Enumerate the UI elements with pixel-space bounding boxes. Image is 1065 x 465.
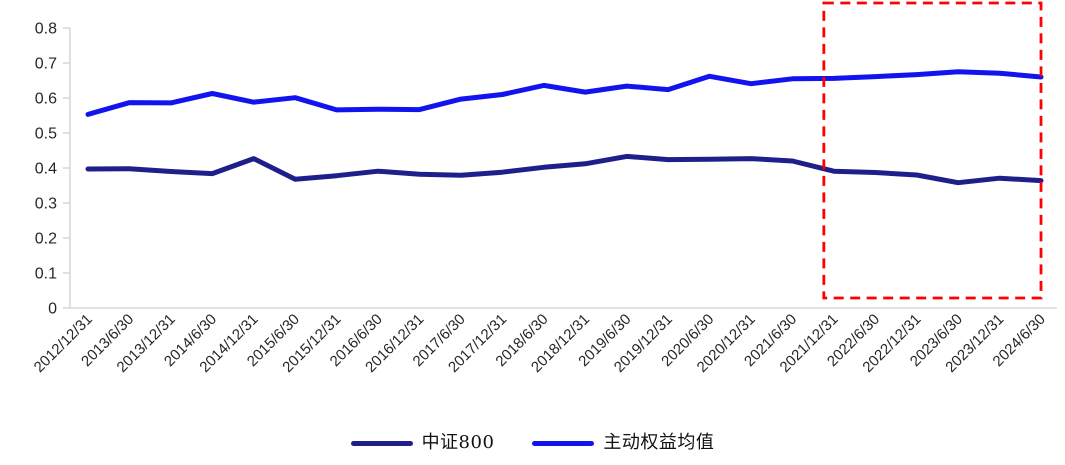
series-line-zhongzheng800	[85, 153, 1044, 186]
y-tick-label: 0.6	[35, 91, 57, 108]
legend-item-zhongzheng800: 中证800	[350, 432, 495, 453]
y-tick-label: 0.3	[35, 196, 57, 213]
chart-legend: 中证800 主动权益均值	[0, 425, 1065, 461]
y-tick-label: 0.5	[35, 126, 57, 143]
legend-line-swatch-blue	[532, 440, 595, 446]
y-tick-label: 0	[48, 301, 57, 318]
legend-line-swatch-navy	[350, 440, 413, 446]
highlight-dashed-box	[822, 1, 1043, 300]
series-line-active-equity-mean	[85, 69, 1044, 117]
legend-label-active-equity-mean: 主动权益均值	[603, 432, 715, 453]
legend-label-zhongzheng800: 中证800	[421, 432, 495, 453]
y-tick-label: 0.1	[35, 266, 57, 283]
y-tick-label: 0.4	[35, 161, 57, 178]
y-tick-label: 0.8	[35, 21, 57, 38]
chart-canvas: 00.10.20.30.40.50.60.70.82012/12/312013/…	[31, 1, 1057, 376]
line-chart: 0 0.1 0.2 0.3 0.4 0.5 0.6 0.7 0.8 2012/12/31 2013/…	[31, 1, 1057, 376]
y-tick-label: 0.2	[35, 231, 57, 248]
legend-item-active-equity-mean: 主动权益均值	[532, 434, 714, 452]
y-tick-label: 0.7	[35, 56, 57, 73]
